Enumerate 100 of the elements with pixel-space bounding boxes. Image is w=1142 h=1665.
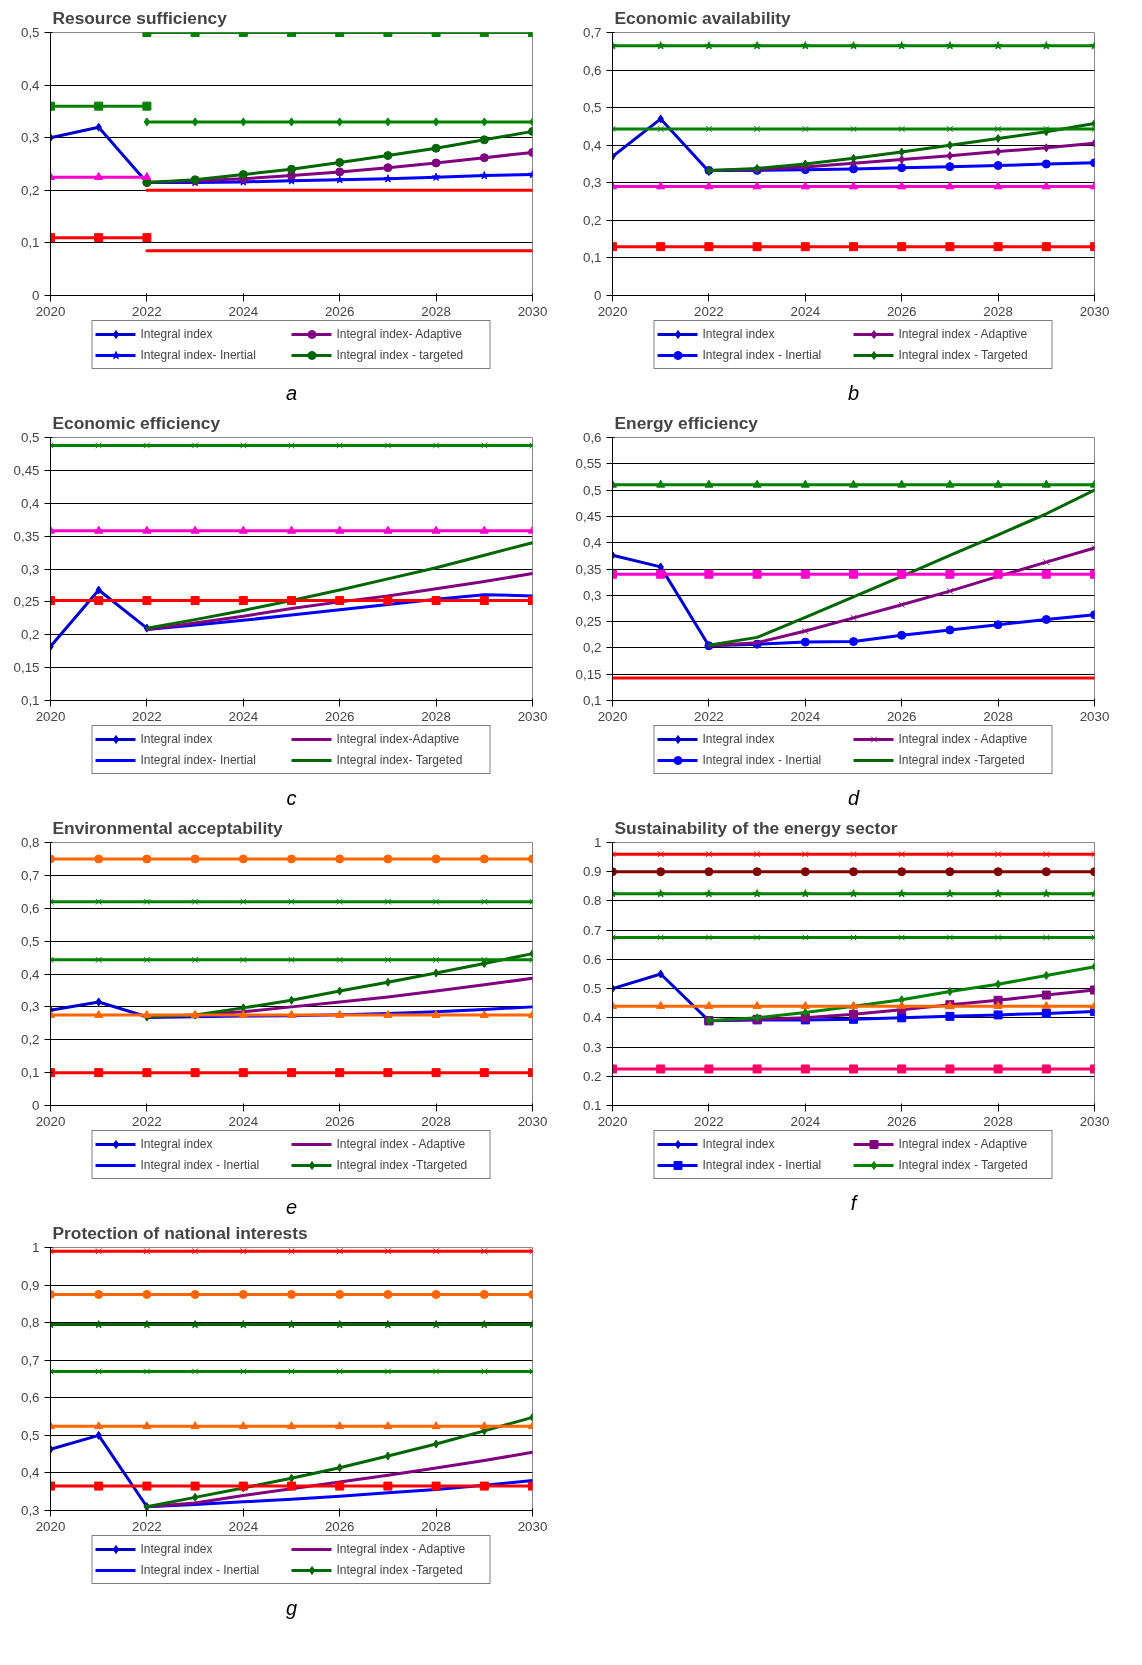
legend-label: Integral index - Adaptive bbox=[336, 1542, 467, 1556]
legend-label: Integral index bbox=[702, 327, 776, 341]
y-tick-label: 0,7 bbox=[20, 1352, 40, 1368]
x-tick-label: 2030 bbox=[517, 1518, 548, 1534]
x-tick-label: 2026 bbox=[886, 1113, 917, 1129]
y-tick-label: 0,7 bbox=[20, 867, 40, 883]
x-tick-label: 2020 bbox=[35, 708, 66, 724]
text: f bbox=[850, 1191, 859, 1214]
x-tick-label: 2028 bbox=[421, 708, 451, 724]
legend-label: Integral index bbox=[140, 732, 214, 746]
legend-label: Integral index bbox=[702, 732, 776, 746]
y-tick-label: 0,5 bbox=[20, 933, 40, 949]
y-tick-label: 0,15 bbox=[13, 660, 40, 676]
x-tick-label: 2024 bbox=[228, 303, 259, 319]
y-tick-label: 0.1 bbox=[582, 1098, 602, 1113]
legend-label: Integral index - Inertial bbox=[702, 753, 823, 767]
x-tick-label: 2030 bbox=[1079, 708, 1110, 724]
x-tick-label: 2020 bbox=[597, 303, 628, 319]
x-tick-label: 2030 bbox=[517, 1113, 548, 1129]
chart-title: Economic efficiency bbox=[52, 412, 221, 433]
y-tick-label: 0,4 bbox=[20, 1465, 41, 1481]
y-tick-label: 0,2 bbox=[582, 212, 602, 228]
legend-label: Integral index - Targeted bbox=[898, 1158, 1029, 1172]
x-tick-label: 2030 bbox=[1079, 303, 1110, 319]
y-tick-label: 0,9 bbox=[20, 1277, 40, 1293]
y-tick-label: 0 bbox=[32, 288, 40, 303]
chart-title: Economic availability bbox=[614, 7, 792, 28]
legend-label: Integral index bbox=[140, 1542, 214, 1556]
legend-label: Integral index - Adaptive bbox=[898, 327, 1029, 341]
legend-label: Integral index- Adaptive bbox=[336, 327, 463, 341]
y-tick-label: 0,4 bbox=[20, 77, 41, 93]
x-tick-label: 2022 bbox=[694, 1113, 724, 1129]
legend-label: Integral index bbox=[140, 327, 214, 341]
x-tick-label: 2028 bbox=[983, 708, 1013, 724]
x-tick-label: 2024 bbox=[790, 708, 821, 724]
y-tick-label: 0.2 bbox=[582, 1068, 602, 1084]
legend-label: Integral index - Inertial bbox=[702, 348, 823, 362]
legend-label: Integral index - Adaptive bbox=[336, 1137, 467, 1151]
y-tick-label: 0.7 bbox=[582, 922, 602, 938]
chart-title: Protection of national interests bbox=[52, 1222, 308, 1243]
x-tick-label: 2026 bbox=[324, 1113, 355, 1129]
x-tick-label: 2020 bbox=[35, 1113, 66, 1129]
x-tick-label: 2030 bbox=[517, 708, 548, 724]
legend-label: Integral index - Inertial bbox=[140, 1563, 261, 1577]
y-tick-label: 0,5 bbox=[582, 100, 602, 116]
y-tick-label: 0.5 bbox=[582, 981, 602, 997]
x-tick-label: 2028 bbox=[421, 1518, 451, 1534]
x-tick-label: 2030 bbox=[1079, 1113, 1110, 1129]
x-tick-label: 2028 bbox=[983, 1113, 1013, 1129]
x-tick-label: 2026 bbox=[324, 303, 355, 319]
legend-label: Integral index - Adaptive bbox=[898, 1137, 1029, 1151]
x-tick-label: 2022 bbox=[132, 303, 162, 319]
y-tick-label: 0,5 bbox=[582, 482, 602, 498]
y-tick-label: 0,45 bbox=[575, 508, 602, 524]
legend-label: Integral index -Targeted bbox=[898, 753, 1026, 767]
y-tick-label: 0,1 bbox=[582, 250, 602, 266]
y-tick-label: 0,4 bbox=[20, 495, 41, 511]
x-tick-label: 2022 bbox=[132, 708, 162, 724]
x-tick-label: 2020 bbox=[597, 1113, 628, 1129]
legend-label: Integral index - Inertial bbox=[702, 1158, 823, 1172]
y-tick-label: 0,6 bbox=[582, 62, 602, 78]
y-tick-label: 0.4 bbox=[582, 1010, 603, 1026]
x-tick-label: 2022 bbox=[132, 1113, 162, 1129]
y-tick-label: 1 bbox=[594, 835, 602, 850]
x-tick-label: 2024 bbox=[790, 303, 821, 319]
x-tick-label: 2026 bbox=[324, 708, 355, 724]
y-tick-label: 0,3 bbox=[20, 999, 40, 1015]
legend-label: Integral index - Inertial bbox=[140, 1158, 261, 1172]
x-tick-label: 2028 bbox=[421, 303, 451, 319]
text: c bbox=[286, 786, 297, 809]
x-tick-label: 2020 bbox=[35, 1518, 66, 1534]
y-tick-label: 0,2 bbox=[20, 182, 40, 198]
legend-label: Integral index bbox=[702, 1137, 776, 1151]
y-tick-label: 0,35 bbox=[575, 561, 602, 577]
y-tick-label: 0,1 bbox=[20, 693, 40, 708]
text: b bbox=[847, 381, 860, 404]
y-tick-label: 0,3 bbox=[582, 175, 602, 191]
x-tick-label: 2026 bbox=[886, 708, 917, 724]
chart-title: Sustainability of the energy sector bbox=[614, 817, 898, 838]
text: d bbox=[847, 786, 860, 809]
chart-title: Environmental acceptability bbox=[52, 817, 284, 838]
legend-label: Integral index - Adaptive bbox=[898, 732, 1029, 746]
x-tick-label: 2024 bbox=[228, 1518, 259, 1534]
text: g bbox=[285, 1596, 298, 1619]
legend-label: Integral index-Adaptive bbox=[336, 732, 461, 746]
x-tick-label: 2022 bbox=[132, 1518, 162, 1534]
y-tick-label: 0,8 bbox=[20, 1315, 40, 1331]
x-tick-label: 2026 bbox=[886, 303, 917, 319]
y-tick-label: 0,55 bbox=[575, 456, 602, 472]
y-tick-label: 0,4 bbox=[582, 535, 603, 551]
x-tick-label: 2028 bbox=[983, 303, 1013, 319]
legend-label: Integral index- Targeted bbox=[336, 753, 464, 767]
y-tick-label: 0.9 bbox=[582, 864, 602, 880]
y-tick-label: 0,4 bbox=[20, 966, 41, 982]
legend-label: Integral index -Targeted bbox=[336, 1563, 464, 1577]
y-tick-label: 0.8 bbox=[582, 893, 602, 909]
y-tick-label: 0,25 bbox=[575, 614, 602, 630]
y-tick-label: 0,25 bbox=[13, 594, 40, 610]
legend-label: Integral index - targeted bbox=[336, 348, 465, 362]
y-tick-label: 0,3 bbox=[20, 130, 40, 146]
